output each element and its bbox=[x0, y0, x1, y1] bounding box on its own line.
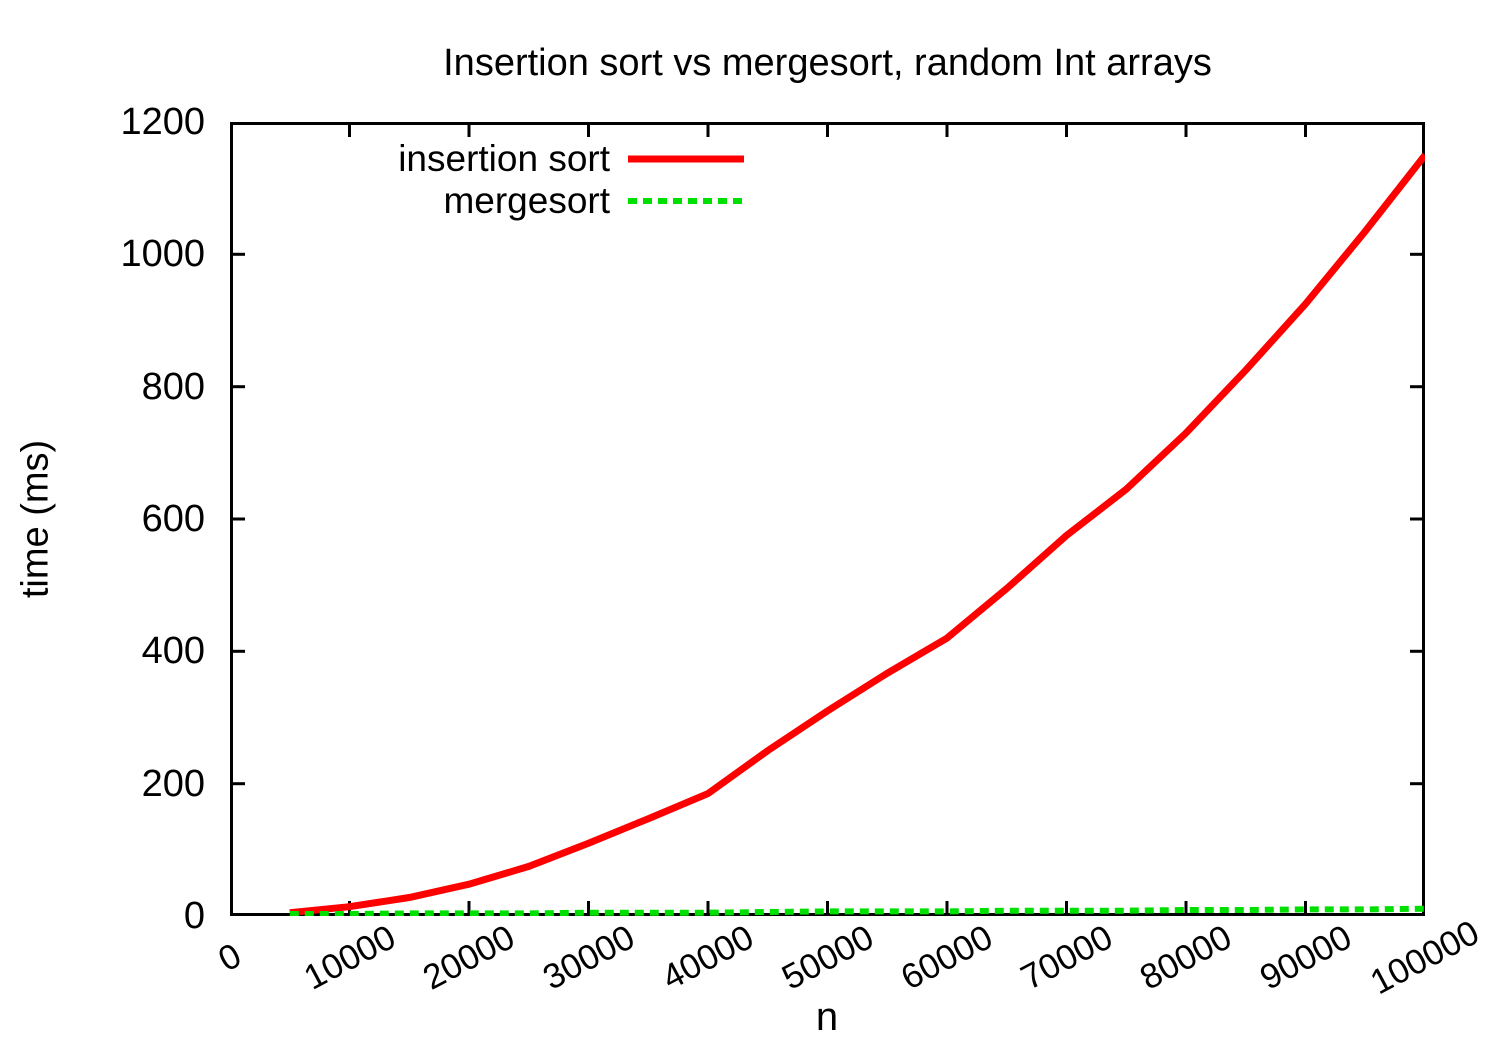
insertion-sort-line bbox=[289, 152, 1425, 916]
x-tick-label: 80000 bbox=[1133, 917, 1238, 998]
mergesort-line bbox=[289, 905, 1425, 916]
legend-row-insertion-sort: insertion sort bbox=[360, 138, 744, 180]
plot-canvas bbox=[230, 122, 1425, 916]
y-tick-label: 400 bbox=[141, 630, 205, 673]
y-tick-label: 200 bbox=[141, 762, 205, 805]
legend-label-mergesort: mergesort bbox=[443, 180, 610, 221]
plot-border bbox=[230, 122, 1425, 916]
x-tick-label: 100000 bbox=[1364, 912, 1486, 1003]
y-tick-label: 600 bbox=[141, 498, 205, 540]
x-tick-label: 20000 bbox=[416, 917, 521, 998]
y-axis-label: time (ms) bbox=[14, 439, 57, 599]
legend-line-sample-mergesort bbox=[628, 198, 744, 204]
y-tick-label: 1000 bbox=[120, 233, 205, 276]
x-tick-label: 90000 bbox=[1253, 917, 1358, 998]
x-tick-label: 70000 bbox=[1014, 917, 1119, 998]
legend-row-mergesort: mergesort bbox=[360, 180, 744, 222]
chart-title: Insertion sort vs mergesort, random Int … bbox=[443, 42, 1212, 84]
x-tick-label: 60000 bbox=[894, 917, 999, 998]
x-tick-label: 10000 bbox=[297, 917, 402, 998]
x-tick-label: 50000 bbox=[775, 917, 880, 998]
legend: insertion sort mergesort bbox=[360, 138, 744, 222]
x-tick-label: 40000 bbox=[655, 917, 760, 998]
x-axis-label: n bbox=[815, 995, 839, 1039]
plot-area bbox=[230, 122, 1425, 916]
legend-label-insertion-sort: insertion sort bbox=[398, 138, 610, 179]
x-tick-label: 30000 bbox=[536, 917, 641, 998]
legend-line-sample-insertion-sort bbox=[628, 155, 744, 163]
y-tick-label: 1200 bbox=[120, 101, 205, 143]
y-tick-label: 800 bbox=[141, 365, 205, 408]
y-tick-label: 0 bbox=[183, 895, 205, 937]
x-tick-label: 0 bbox=[212, 935, 248, 980]
